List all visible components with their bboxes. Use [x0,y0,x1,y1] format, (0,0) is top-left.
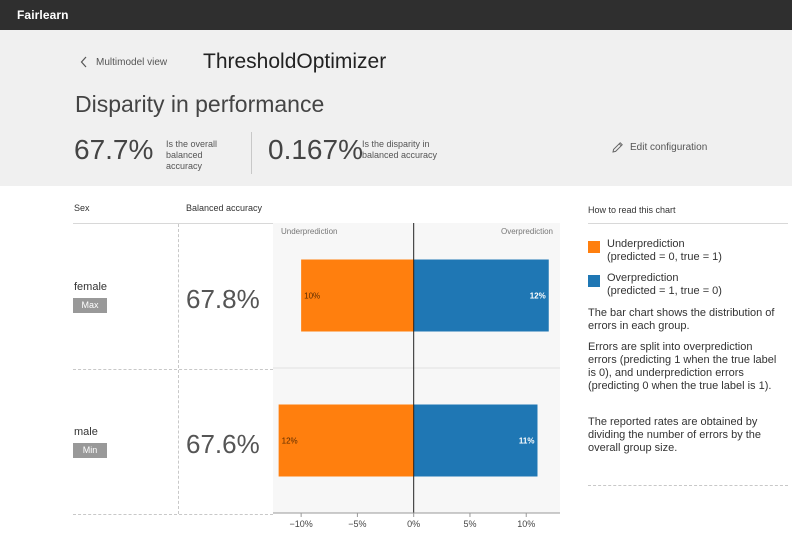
page-title: Disparity in performance [75,91,325,117]
underprediction-swatch [588,241,600,253]
min-badge: Min [73,443,107,458]
metric-divider [251,132,252,174]
legend-desc-underprediction: (predicted = 0, true = 1) [607,251,722,263]
model-name: ThresholdOptimizer [203,50,387,73]
app-header-bar: Fairlearn [0,0,792,30]
legend-explanation-3: The reported rates are obtained by divid… [588,416,762,454]
bar-overprediction-female [413,259,549,332]
x-tick-label: 10% [517,519,535,529]
disparity-metric-value: 0.167% [268,134,363,165]
legend-label-overprediction: Overprediction [607,272,679,284]
overall-metric-value: 67.7% [74,134,154,165]
group-label-male: male [74,426,98,438]
group-value-male: 67.6% [186,429,260,459]
summary-panel: Multimodel view ThresholdOptimizer Dispa… [0,30,792,186]
back-to-multimodel-link[interactable]: Multimodel view [80,56,167,68]
region-label-underprediction: Underprediction [281,227,337,236]
legend-bottom-divider [588,485,788,486]
bar-label-overprediction-male: 11% [519,437,535,446]
overprediction-swatch [588,275,600,287]
legend-divider [588,223,788,224]
bar-underprediction-male [278,404,414,477]
app-brand: Fairlearn [17,8,69,22]
edit-configuration-button[interactable]: Edit configuration [611,141,707,154]
legend-explanation-2: Errors are split into overprediction err… [588,341,777,392]
max-badge: Max [73,298,107,313]
bar-overprediction-male [413,404,538,477]
legend-desc-overprediction: (predicted = 1, true = 0) [607,285,722,297]
group-value-female: 67.8% [186,284,260,314]
edit-configuration-label: Edit configuration [630,142,708,153]
disparity-metric-description: Is the disparity in balanced accuracy [362,139,438,160]
metric-column-header: Balanced accuracy [186,203,263,213]
legend-item-underprediction: Underprediction (predicted = 0, true = 1… [588,238,722,264]
back-link-label: Multimodel view [96,56,168,68]
bar-label-underprediction-male: 12% [282,437,298,446]
pencil-icon [612,142,623,153]
region-label-overprediction: Overprediction [501,227,553,236]
x-tick-label: 0% [407,519,420,529]
group-label-female: female [74,281,108,293]
row-divider [73,369,273,370]
x-tick-label: −5% [348,519,366,529]
chevron-left-icon [80,56,87,68]
table-bottom-divider [73,514,273,515]
legend-title: How to read this chart [588,205,676,215]
bar-label-underprediction-female: 10% [304,292,320,301]
legend-label-underprediction: Underprediction [607,238,685,250]
group-column-header: Sex [74,203,90,213]
x-tick-label: 5% [463,519,476,529]
legend-explanation-1: The bar chart shows the distribution of … [588,307,775,332]
legend-item-overprediction: Overprediction (predicted = 1, true = 0) [588,272,722,298]
bar-underprediction-female [301,259,414,332]
bar-label-overprediction-female: 12% [530,292,546,301]
x-tick-label: −10% [289,519,312,529]
overall-metric-description: Is the overall balanced accuracy [166,139,218,171]
